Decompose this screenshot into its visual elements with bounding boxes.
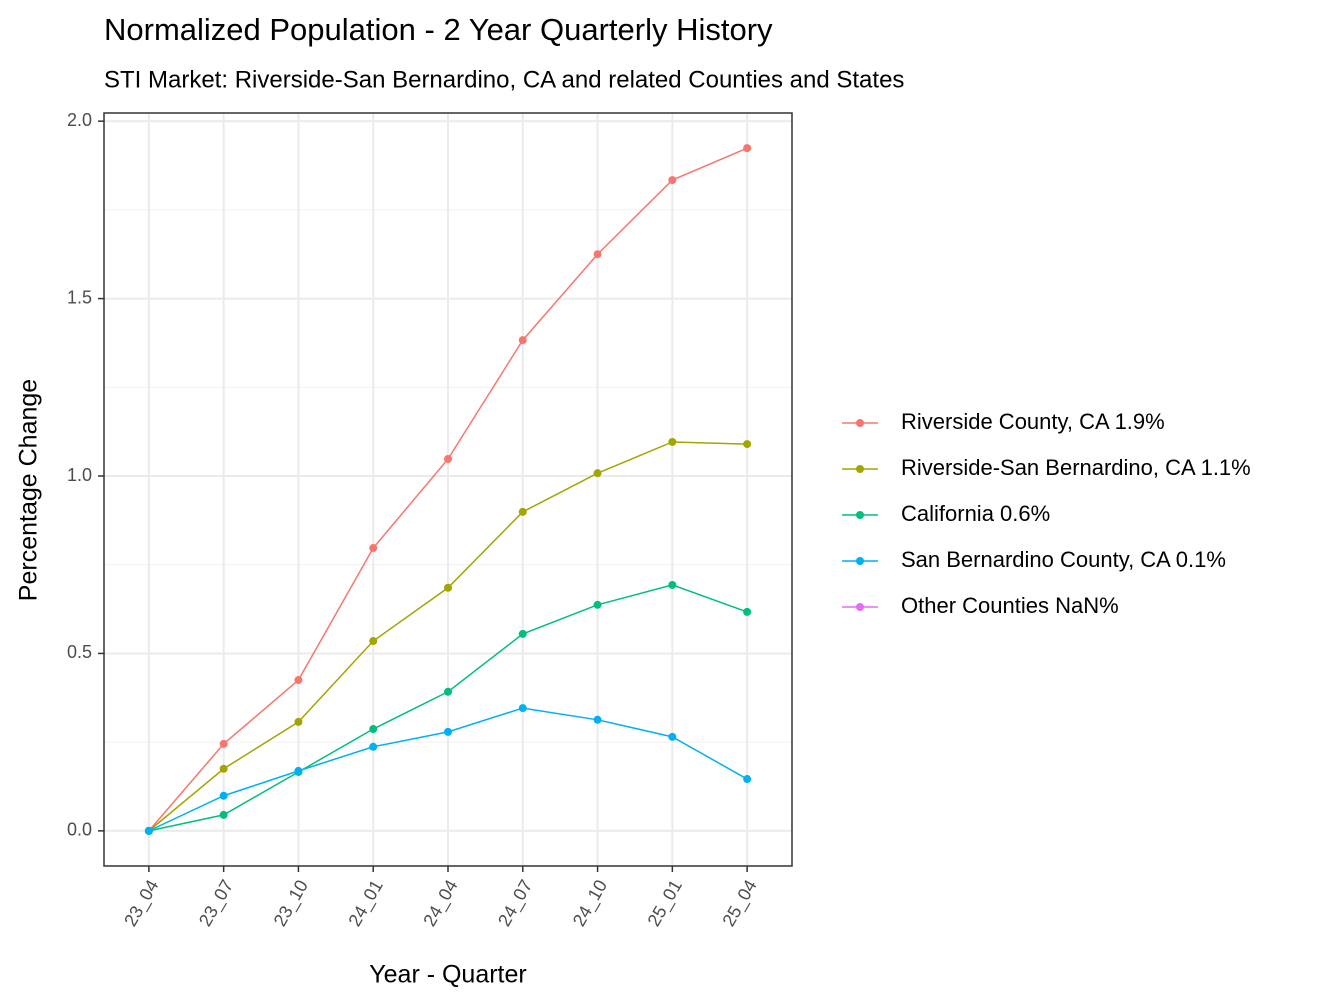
data-point	[144, 826, 153, 835]
legend-label: San Bernardino County, CA 0.1%	[901, 547, 1226, 572]
legend-label: Other Counties NaN%	[901, 593, 1119, 618]
data-point	[743, 440, 752, 449]
data-point	[743, 607, 752, 616]
data-point	[668, 437, 677, 446]
data-point	[668, 580, 677, 589]
data-point	[743, 144, 752, 153]
data-point	[444, 583, 452, 592]
legend-label: Riverside-San Bernardino, CA 1.1%	[901, 455, 1251, 480]
data-point	[593, 600, 602, 609]
data-point	[219, 810, 228, 819]
data-point	[444, 454, 452, 463]
y-tick-label: 1.5	[67, 287, 92, 307]
y-tick-label: 2.0	[67, 110, 92, 130]
data-point	[219, 764, 228, 773]
y-tick-label: 1.0	[67, 465, 92, 485]
plot	[144, 144, 752, 835]
data-point	[743, 775, 752, 784]
data-point	[294, 766, 303, 775]
data-point	[294, 717, 303, 726]
data-point	[369, 725, 378, 734]
data-point	[219, 791, 228, 800]
data-point	[444, 687, 452, 696]
data-point	[369, 544, 378, 553]
x-axis-label: Year - Quarter	[369, 961, 526, 989]
data-point	[593, 715, 602, 724]
legend-key-point	[856, 603, 864, 611]
y-tick-label: 0.0	[67, 820, 92, 840]
data-point	[369, 742, 378, 751]
data-point	[518, 336, 527, 345]
legend-key-point	[856, 557, 864, 565]
data-point	[593, 250, 602, 259]
legend-key-point	[856, 419, 864, 427]
data-point	[668, 732, 677, 741]
data-point	[593, 469, 602, 478]
chart-subtitle: STI Market: Riverside-San Bernardino, CA…	[104, 66, 904, 93]
legend-key-point	[856, 511, 864, 519]
data-point	[668, 176, 677, 185]
y-tick-label: 0.5	[67, 642, 92, 662]
legend-label: California 0.6%	[901, 501, 1050, 526]
data-point	[518, 704, 527, 713]
data-point	[219, 739, 228, 748]
legend-label: Riverside County, CA 1.9%	[901, 409, 1165, 434]
y-axis-label: Percentage Change	[15, 379, 43, 601]
chart-title: Normalized Population - 2 Year Quarterly…	[104, 12, 773, 47]
data-point	[444, 727, 452, 736]
data-point	[294, 676, 303, 685]
data-point	[518, 507, 527, 516]
legend-key-point	[856, 465, 864, 473]
data-point	[369, 637, 378, 646]
data-point	[518, 629, 527, 638]
